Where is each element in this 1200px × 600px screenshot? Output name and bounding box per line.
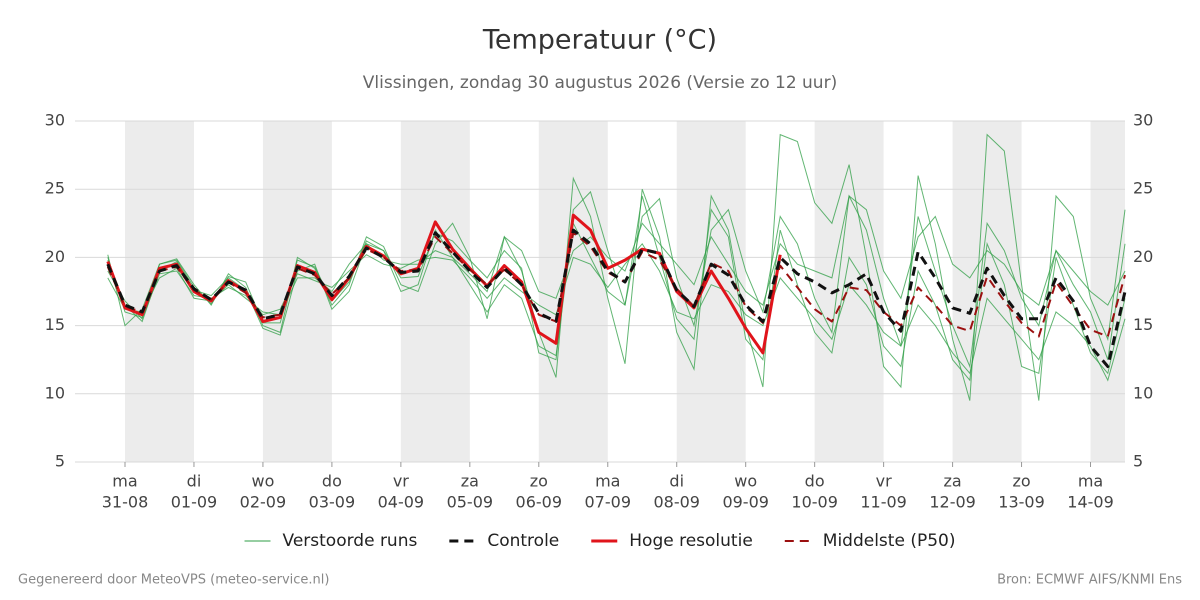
x-tick-label: 03-09 [309,493,356,512]
day-band [125,121,194,462]
x-tick-label: 06-09 [516,493,563,512]
legend-label: Middelste (P50) [823,531,956,551]
ensemble-line [107,195,1126,382]
day-band [538,121,608,462]
footer-left: Gegenereerd door MeteoVPS (meteo-service… [18,573,329,588]
chart-title: Temperatuur (°C) [482,25,717,56]
x-tick-weekday: do [322,472,342,491]
x-tick-label: 14-09 [1067,493,1114,512]
x-tick-weekday: za [943,472,961,491]
x-tick-weekday: wo [734,472,757,491]
day-band [1090,121,1125,462]
legend: Verstoorde runs Controle Hoge resolutie Mid… [244,531,956,551]
y-tick-label: 15 [45,315,65,334]
x-tick-weekday: di [187,472,202,491]
x-tick-label: 09-09 [722,493,769,512]
x-tick-weekday: vr [393,472,409,491]
x-tick-weekday: vr [876,472,892,491]
y2-tick-label: 15 [1133,315,1153,334]
footer-right: Bron: ECMWF AIFS/KNMI Ens [997,573,1182,588]
x-tick-weekday: zo [530,472,548,491]
y-tick-label: 25 [45,179,65,198]
y-tick-label: 20 [45,247,65,266]
y2-tick-label: 10 [1133,383,1153,402]
x-tick-weekday: ma [595,472,620,491]
day-band [814,121,884,462]
series-line [106,228,1127,368]
y2-tick-label: 20 [1133,247,1153,266]
x-tick-label: 05-09 [447,493,494,512]
x-tick-weekday: ma [112,472,137,491]
y-tick-label: 30 [45,111,65,130]
y2-tick-label: 5 [1133,452,1143,471]
ensemble-line [107,133,1126,401]
x-tick-label: 12-09 [929,493,976,512]
y-tick-label: 5 [55,452,65,471]
y2-tick-label: 25 [1133,179,1153,198]
y-tick-label: 10 [45,383,65,402]
x-tick-weekday: do [805,472,825,491]
x-tick-label: 04-09 [378,493,425,512]
y2-tick-label: 30 [1133,111,1153,130]
x-tick-label: 13-09 [998,493,1045,512]
x-tick-weekday: za [461,472,479,491]
x-tick-weekday: wo [251,472,274,491]
x-tick-label: 02-09 [240,493,287,512]
day-band [676,121,746,462]
day-band [262,121,332,462]
x-tick-label: 10-09 [791,493,838,512]
legend-label: Verstoorde runs [283,531,418,551]
x-tick-weekday: ma [1078,472,1103,491]
day-band [952,121,1022,462]
x-tick-label: 01-09 [171,493,218,512]
x-tick-label: 08-09 [653,493,700,512]
day-band [400,121,470,462]
chart-subtitle: Vlissingen, zondag 30 augustus 2026 (Ver… [363,73,837,93]
legend-label: Hoge resolutie [629,531,753,551]
x-tick-label: 11-09 [860,493,907,512]
x-tick-label: 07-09 [585,493,632,512]
x-tick-weekday: di [669,472,684,491]
legend-label: Controle [487,531,559,551]
x-tick-weekday: zo [1012,472,1030,491]
x-tick-label: 31-08 [102,493,149,512]
